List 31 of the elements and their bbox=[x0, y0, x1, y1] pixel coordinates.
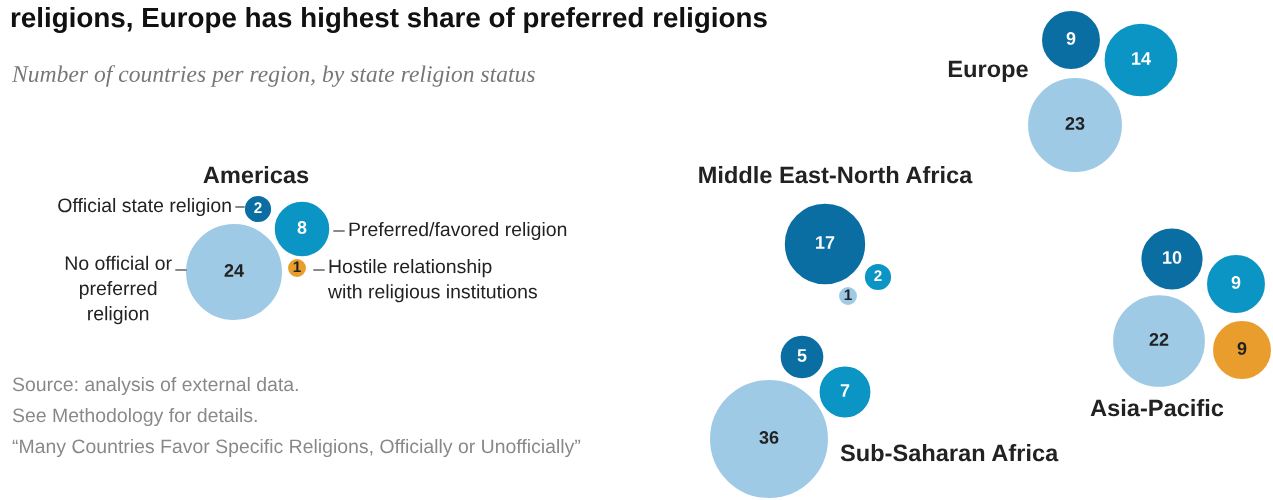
text: Number of countries per region, by state religion status bbox=[11, 65, 535, 87]
data-label: 8 bbox=[297, 221, 307, 234]
text: “Many Countries Favor Specific Religions, Officially or Unofficially” bbox=[12, 438, 581, 458]
data-label: 10 bbox=[1163, 251, 1182, 264]
text: religions, Europe has highest share of preferred religions bbox=[11, 6, 767, 34]
category-label: No official or preferred religion bbox=[65, 255, 172, 325]
text: Europe bbox=[948, 60, 1028, 82]
category-label: Hostile relationship with religious institutions bbox=[327, 259, 537, 303]
text: See Methodology for details. bbox=[12, 407, 257, 427]
data-label: 22 bbox=[1149, 333, 1169, 346]
data-label: 7 bbox=[840, 384, 850, 397]
category-label: Preferred/favored religion bbox=[349, 221, 567, 241]
data-label: 1 bbox=[293, 261, 301, 272]
data-label: 14 bbox=[1132, 52, 1151, 65]
text: Americas bbox=[203, 166, 309, 184]
data-label: 5 bbox=[797, 349, 807, 362]
data-label: 23 bbox=[1065, 117, 1085, 130]
data-label: 24 bbox=[224, 264, 244, 277]
data-label: 9 bbox=[1237, 342, 1247, 355]
data-label: 2 bbox=[254, 202, 262, 213]
category-label: Official state religion bbox=[58, 197, 231, 217]
text: Sub-Saharan Africa bbox=[840, 443, 1059, 462]
data-label: 2 bbox=[874, 270, 882, 281]
data-label: 9 bbox=[1066, 32, 1076, 45]
text: Asia-Pacific bbox=[1090, 398, 1224, 417]
data-label: 17 bbox=[816, 236, 835, 249]
data-label: 1 bbox=[844, 289, 852, 300]
text: Middle East-North Africa bbox=[699, 166, 973, 184]
data-label: 9 bbox=[1231, 276, 1241, 289]
source-note: Source: analysis of external data. bbox=[12, 376, 298, 396]
data-label: 36 bbox=[759, 431, 779, 444]
